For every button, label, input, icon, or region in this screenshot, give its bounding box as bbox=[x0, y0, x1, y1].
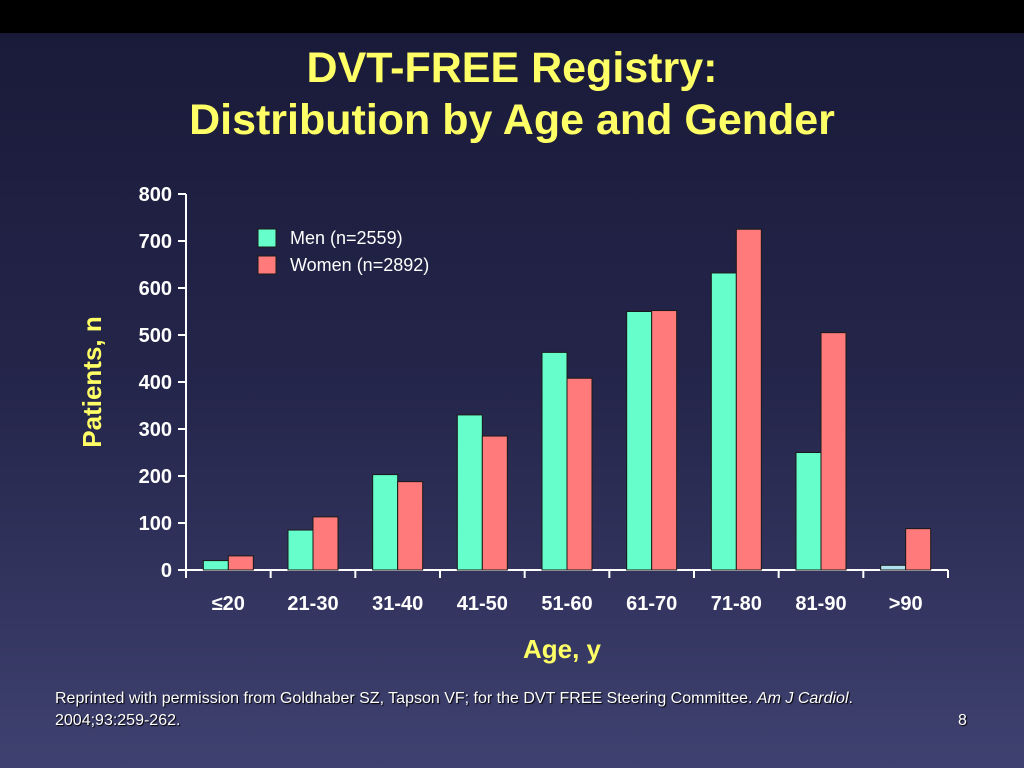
women-bar bbox=[651, 310, 678, 571]
x-tick-label: 81-90 bbox=[795, 593, 846, 615]
x-tick-label: >90 bbox=[889, 593, 923, 615]
x-axis-label: Age, y bbox=[523, 634, 602, 664]
footnote-text: Reprinted with permission from Goldhaber… bbox=[55, 690, 757, 707]
men-bar bbox=[456, 414, 483, 571]
men-bar bbox=[795, 452, 822, 571]
men-bar bbox=[372, 474, 399, 571]
x-tick-label: 61-70 bbox=[626, 593, 677, 615]
y-tick-label: 200 bbox=[139, 466, 172, 488]
y-tick-label: 0 bbox=[161, 560, 172, 582]
legend-swatch bbox=[257, 255, 277, 275]
y-axis-label: Patients, n bbox=[77, 316, 107, 447]
women-bar bbox=[905, 528, 932, 571]
footnote-journal: Am J Cardiol bbox=[756, 690, 849, 707]
footnote-volume: . 2004;93:259-262. bbox=[55, 690, 853, 729]
x-tick-label: 31-40 bbox=[372, 593, 423, 615]
men-bar bbox=[202, 560, 229, 571]
citation-footnote: Reprinted with permission from Goldhaber… bbox=[55, 688, 855, 732]
women-bar bbox=[481, 435, 508, 571]
title-line-2: Distribution by Age and Gender bbox=[189, 96, 835, 144]
women-bar bbox=[397, 481, 424, 571]
men-bar bbox=[287, 529, 314, 571]
y-tick-label: 300 bbox=[139, 419, 172, 441]
women-bar bbox=[312, 516, 339, 571]
title-line-1: DVT-FREE Registry: bbox=[306, 44, 718, 92]
legend-swatch bbox=[257, 228, 277, 248]
y-tick-label: 600 bbox=[139, 278, 172, 300]
top-bar bbox=[0, 0, 1024, 33]
women-bar bbox=[227, 555, 254, 571]
x-tick-label: 41-50 bbox=[457, 593, 508, 615]
y-tick-label: 400 bbox=[139, 372, 172, 394]
legend-label: Women (n=2892) bbox=[290, 255, 429, 275]
women-bar bbox=[820, 332, 847, 571]
men-bar bbox=[880, 564, 907, 571]
men-bar bbox=[710, 272, 737, 571]
y-tick-label: 100 bbox=[139, 513, 172, 535]
y-tick-label: 500 bbox=[139, 325, 172, 347]
y-tick-label: 800 bbox=[139, 184, 172, 206]
x-tick-label: 51-60 bbox=[541, 593, 592, 615]
women-bar bbox=[735, 228, 762, 571]
slide-number: 8 bbox=[958, 712, 967, 729]
men-bar bbox=[626, 311, 653, 571]
legend-label: Men (n=2559) bbox=[290, 228, 403, 248]
x-tick-label: 71-80 bbox=[711, 593, 762, 615]
x-tick-label: ≤20 bbox=[212, 593, 245, 615]
y-tick-label: 700 bbox=[139, 231, 172, 253]
women-bar bbox=[566, 377, 593, 571]
men-bar bbox=[541, 351, 568, 571]
slide-title: DVT-FREE Registry: Distribution by Age a… bbox=[0, 42, 1024, 146]
x-tick-label: 21-30 bbox=[287, 593, 338, 615]
